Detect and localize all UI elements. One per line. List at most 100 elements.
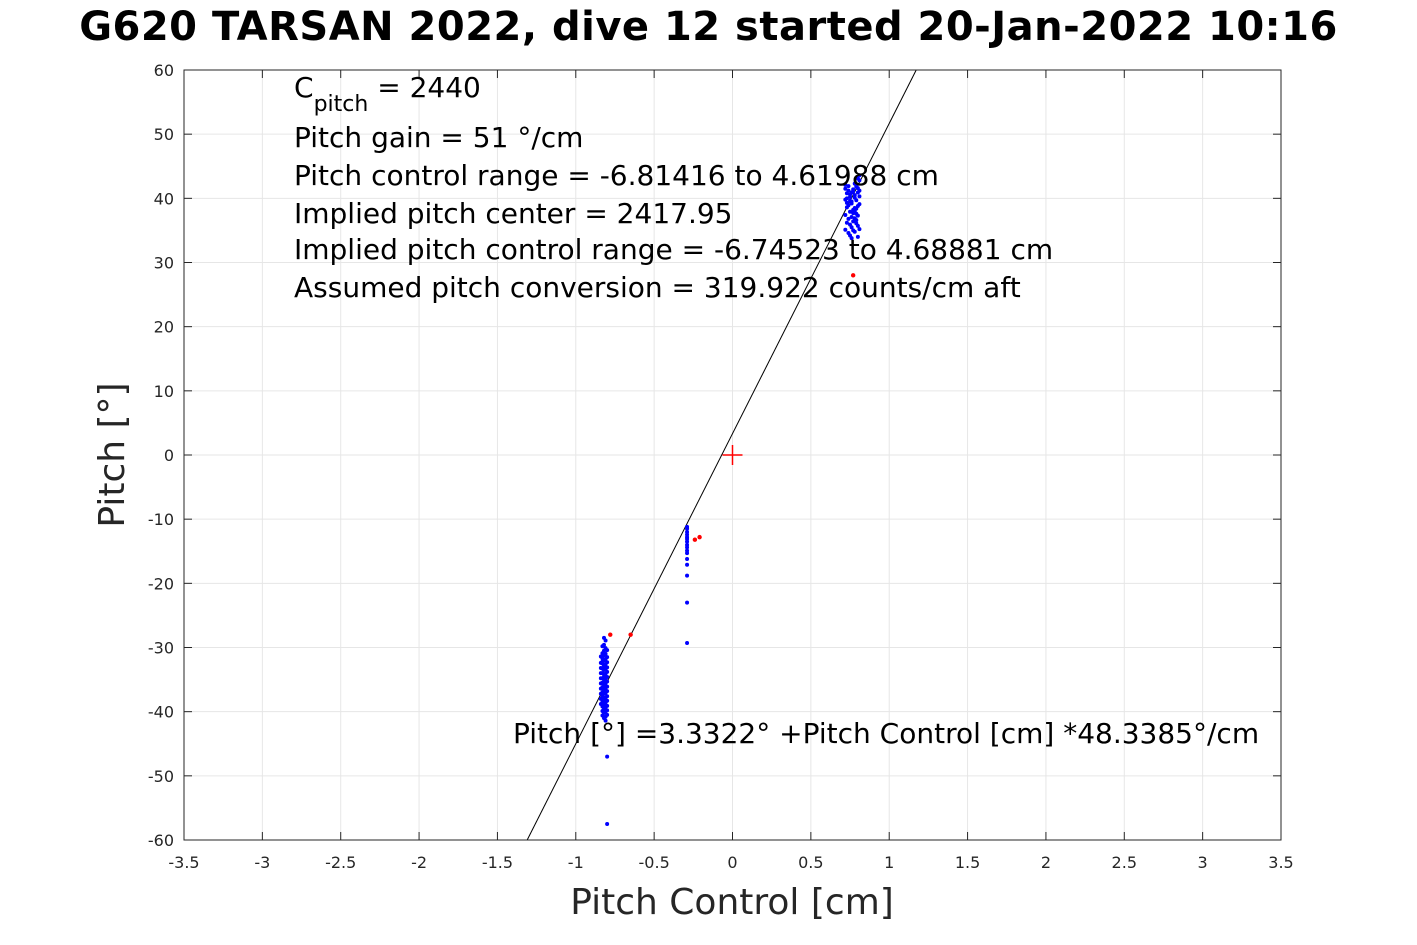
x-tick-label: -3.5 [168, 853, 199, 872]
data-point [685, 539, 690, 544]
x-tick-label: 0.5 [798, 853, 823, 872]
axes-box [183, 69, 1282, 841]
data-point [600, 651, 605, 656]
data-point [849, 236, 854, 241]
x-tick-label: -1 [568, 853, 584, 872]
y-tick-label: 50 [154, 125, 174, 144]
data-point [849, 225, 854, 230]
data-point [685, 545, 690, 550]
data-point [849, 214, 854, 219]
y-tick-label: -50 [148, 767, 174, 786]
data-point [851, 219, 856, 224]
x-tick-label: 3 [1198, 853, 1208, 872]
data-point [605, 675, 610, 680]
y-tick-label: -10 [148, 510, 174, 529]
data-point [598, 671, 603, 676]
y-tick-label: 60 [154, 61, 174, 80]
annotation-cpitch: Cpitch = 2440 [294, 71, 481, 117]
data-point [854, 218, 859, 223]
data-point [605, 648, 610, 653]
data-point [598, 654, 603, 659]
annotation-conversion: Assumed pitch conversion = 319.922 count… [294, 271, 1021, 304]
data-point [852, 209, 857, 214]
data-point [605, 669, 610, 674]
data-point [850, 273, 856, 278]
data-point [598, 660, 603, 665]
data-point [598, 686, 603, 691]
data-point [605, 698, 610, 703]
chart-title: G620 TARSAN 2022, dive 12 started 20-Jan… [79, 4, 1338, 50]
axis-ticks [183, 69, 1282, 841]
data-point [685, 524, 690, 529]
data-point [605, 703, 610, 708]
data-point [598, 681, 603, 686]
data-point [844, 220, 849, 225]
data-point [851, 187, 856, 192]
x-axis-label: Pitch Control [cm] [570, 882, 894, 923]
x-tick-label: -2.5 [325, 853, 356, 872]
data-point [603, 638, 608, 643]
data-point [605, 712, 610, 717]
data-point [846, 184, 851, 189]
center-marker-layer [722, 445, 743, 465]
data-point [605, 708, 610, 713]
data-point [605, 821, 610, 826]
y-tick-label: -30 [148, 639, 174, 658]
data-point [598, 666, 603, 671]
data-point [605, 689, 610, 694]
data-point [685, 641, 690, 646]
x-tick-label: 1.5 [955, 853, 980, 872]
x-tick-label: 2 [1041, 853, 1051, 872]
data-point [600, 709, 605, 714]
annotation-pitch-gain: Pitch gain = 51 °/cm [294, 121, 583, 154]
data-point [685, 600, 690, 605]
y-tick-label: 10 [154, 382, 174, 401]
data-point [605, 660, 610, 665]
y-tick-label: 40 [154, 189, 174, 208]
fit-equation-label: Pitch [°] =3.3322° +Pitch Control [cm] *… [513, 717, 1259, 750]
y-tick-label: -40 [148, 703, 174, 722]
data-point [603, 718, 608, 723]
y-tick-label: -60 [148, 831, 174, 850]
data-point [843, 227, 848, 232]
data-point [605, 665, 610, 670]
data-point [855, 223, 860, 228]
annotation-implied-range: Implied pitch control range = -6.74523 t… [294, 233, 1053, 266]
x-tick-labels: -3.5 -3 -2.5 -2 -1.5 -1 -0.5 0 0.5 1 1.5 2 2.5 3 3.5 [168, 853, 1293, 872]
annotation-pitch-center: Implied pitch center = 2417.95 [294, 197, 732, 230]
data-point [843, 182, 848, 187]
data-point [846, 188, 851, 193]
y-axis-label: Pitch [°] [92, 382, 133, 527]
data-point [854, 198, 859, 203]
y-tick-label: 0 [164, 446, 174, 465]
y-tick-label: 20 [154, 318, 174, 337]
data-point [844, 205, 849, 210]
data-point [598, 701, 603, 706]
data-point [685, 573, 690, 578]
data-point [598, 691, 603, 696]
data-point [598, 696, 603, 701]
y-tick-label: -20 [148, 574, 174, 593]
x-tick-label: 2.5 [1112, 853, 1137, 872]
data-point [605, 694, 610, 699]
data-point [605, 754, 610, 759]
x-tick-label: 0 [727, 853, 737, 872]
x-tick-label: -0.5 [639, 853, 670, 872]
data-point [605, 684, 610, 689]
data-point [843, 186, 848, 191]
data-point [692, 537, 698, 542]
y-tick-label: 30 [154, 254, 174, 273]
data-point [857, 188, 862, 193]
data-point [844, 200, 849, 205]
data-point [628, 632, 633, 637]
data-point [854, 184, 859, 189]
data-point [685, 551, 690, 556]
data-point [848, 198, 853, 203]
x-tick-label: -3 [254, 853, 270, 872]
data-point [843, 213, 848, 218]
x-tick-label: -2 [411, 853, 427, 872]
data-point [685, 556, 690, 561]
x-tick-label: -1.5 [482, 853, 513, 872]
data-point [855, 213, 860, 218]
